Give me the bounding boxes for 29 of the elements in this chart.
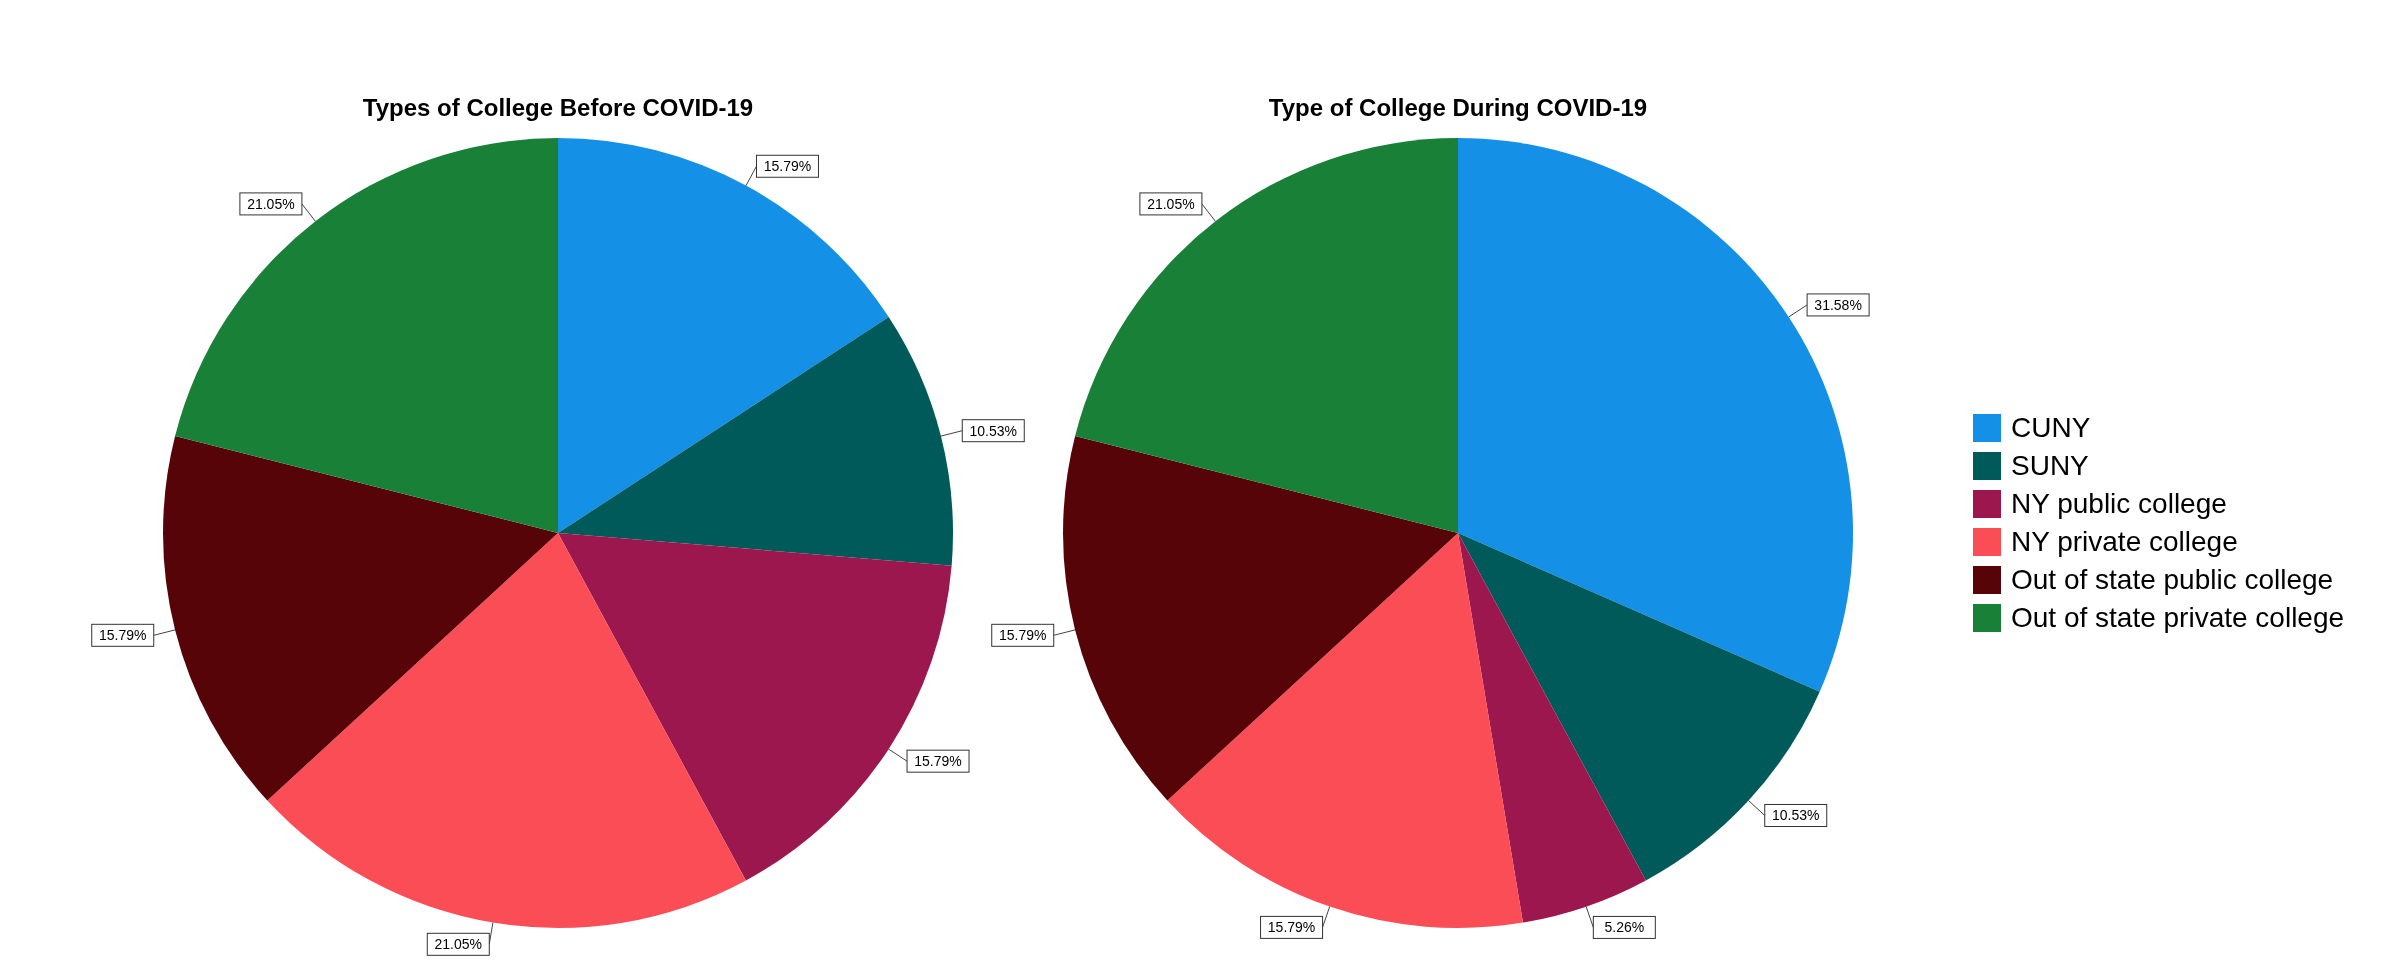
data-label: 15.79% [914,753,962,770]
data-label: 10.53% [1772,807,1820,824]
legend-label: NY private college [2011,526,2238,557]
pie-slice [1458,533,1646,923]
data-label: 21.05% [434,936,483,953]
pie-slice [558,138,889,533]
chart-title: Type of College During COVID-19 [1268,94,1648,121]
data-label: 21.05% [1147,195,1195,212]
data-label: 5.26% [1604,919,1645,936]
pie-slice [267,533,746,928]
data-label: 15.79% [763,158,812,175]
data-label: 15.79% [999,627,1047,644]
pie-slice [1458,533,1820,881]
data-label: 21.05% [247,195,295,212]
data-label: 31.58% [1814,296,1862,313]
pie-slice [163,435,558,801]
pie-slice [1063,435,1458,801]
legend-label: Out of state public college [2011,564,2334,595]
data-label: 15.79% [1267,919,1316,936]
pie-slice [558,316,953,566]
pie-slice [1075,138,1458,533]
legend-label: SUNY [2011,450,2090,481]
data-label: 15.79% [99,627,147,644]
legend-label: Out of state private college [2011,602,2345,633]
legend-label: NY public college [2011,488,2227,519]
pie-slice [175,138,558,533]
data-label: 10.53% [969,422,1017,439]
legend-label: CUNY [2011,412,2091,443]
chart-title: Types of College Before COVID-19 [362,94,754,121]
